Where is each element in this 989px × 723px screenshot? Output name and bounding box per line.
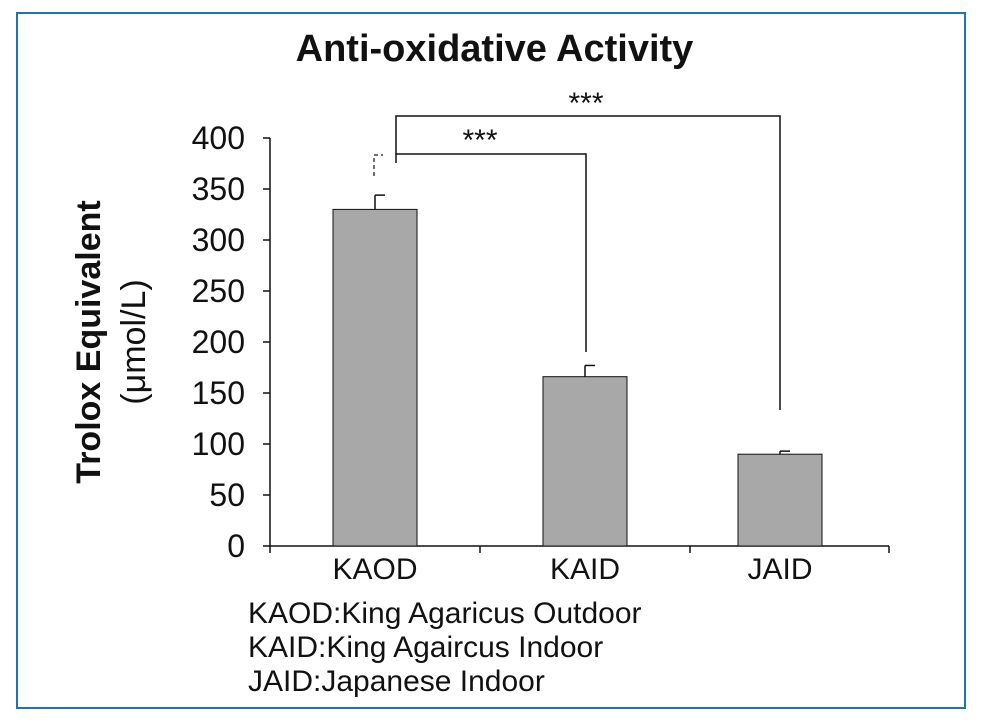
y-tick-label: 400 — [192, 120, 245, 156]
y-tick-label: 0 — [227, 528, 245, 564]
y-tick-label: 200 — [192, 324, 245, 360]
figure-frame — [16, 12, 966, 709]
x-tick-label-kaod: KAOD — [332, 553, 417, 586]
significance-label: *** — [568, 87, 603, 120]
bar-kaod — [332, 208, 418, 547]
chart-title: Anti-oxidative Activity — [295, 28, 694, 70]
y-tick-label: 300 — [192, 222, 245, 258]
legend-item-kaod: KAOD:King Agaricus Outdoor — [248, 597, 642, 630]
significance-bracket-kaod-jaid — [395, 115, 781, 410]
bar-jaid — [737, 453, 823, 547]
x-tick-label-kaid: KAID — [550, 553, 620, 586]
legend: KAOD:King Agaricus Outdoor KAID:King Aga… — [248, 597, 642, 699]
y-tick-label: 150 — [192, 375, 245, 411]
x-tick-label-jaid: JAID — [747, 553, 812, 586]
significance-bracket-kaod-kaid — [395, 153, 587, 352]
y-tick-label: 100 — [192, 426, 245, 462]
legend-item-jaid: JAID:Japanese Indoor — [248, 665, 545, 698]
legend-item-kaid: KAID:King Agaircus Indoor — [248, 631, 604, 664]
significance-bracket-dash — [373, 154, 383, 176]
y-tick-label: 350 — [192, 171, 245, 207]
significance-label: *** — [462, 124, 497, 157]
y-tick-label: 250 — [192, 273, 245, 309]
bar-kaid — [542, 376, 628, 547]
y-axis-title: Trolox Equivalent (μmol/L) — [70, 200, 153, 483]
y-tick-label: 50 — [209, 477, 245, 513]
